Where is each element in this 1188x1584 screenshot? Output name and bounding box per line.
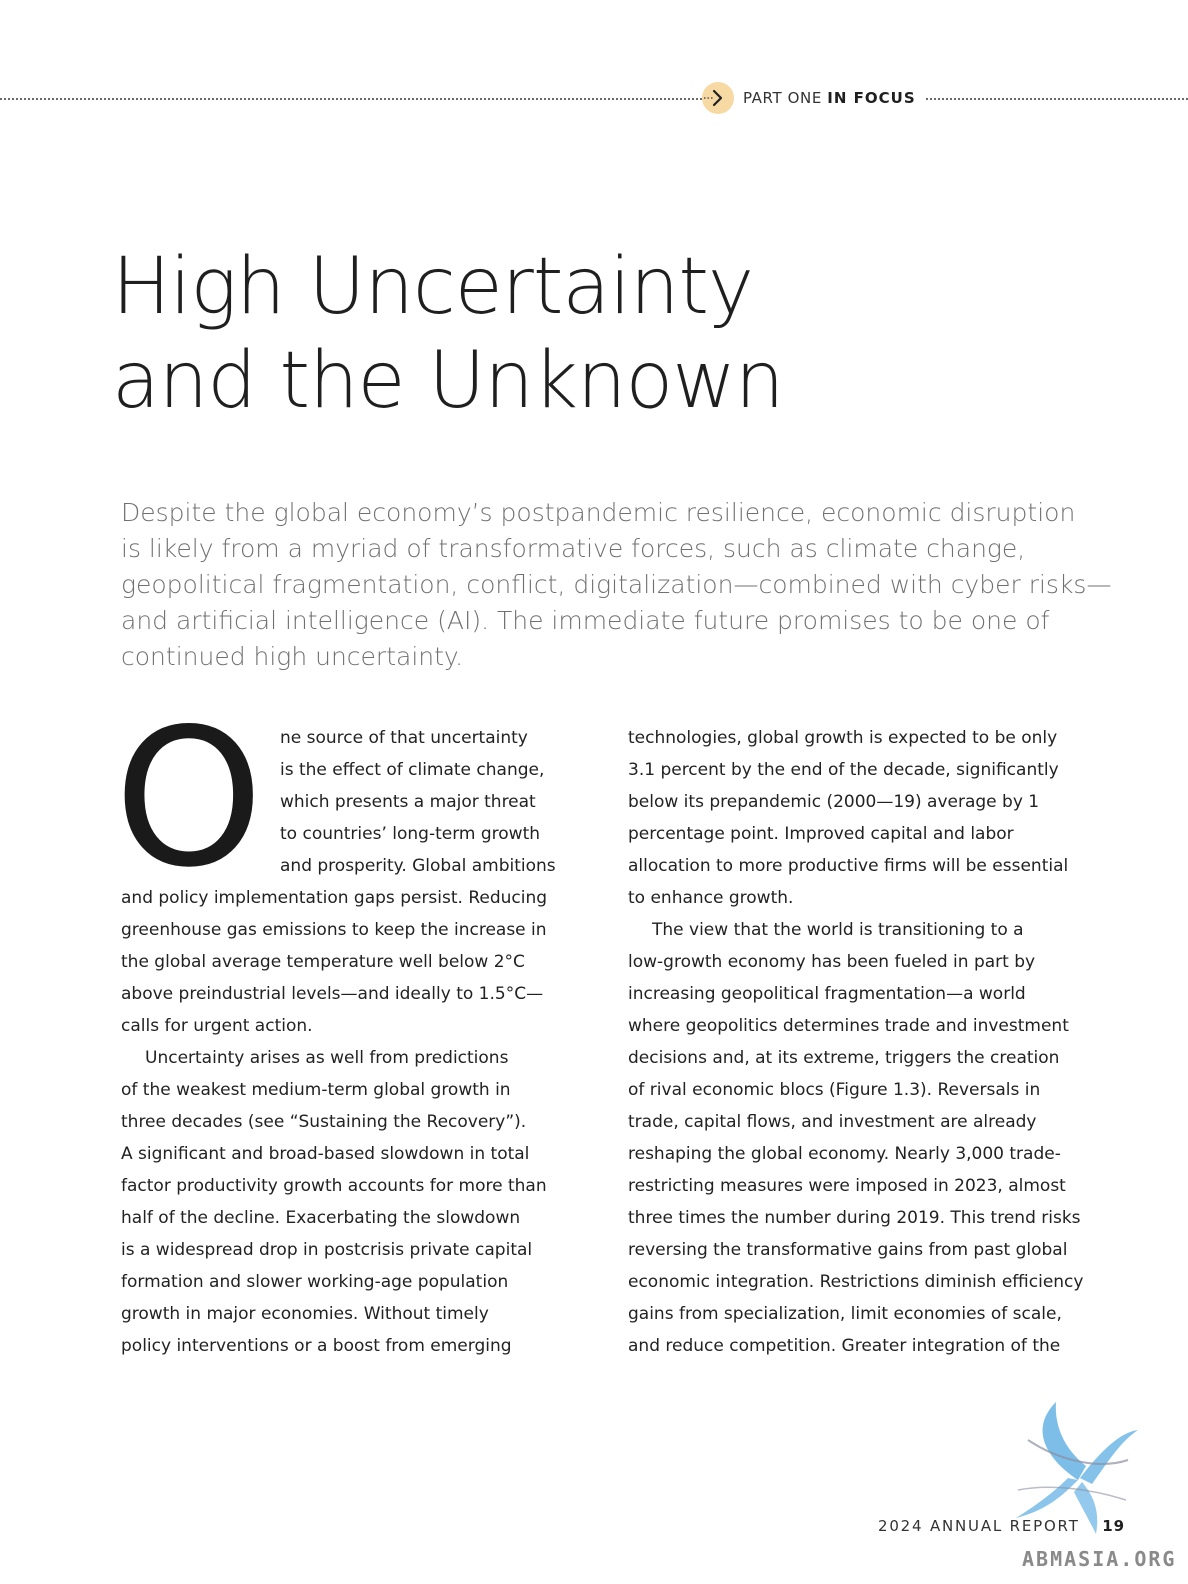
body-line: decisions and, at its extreme, triggers … (628, 1048, 1060, 1068)
body-line: the global average temperature well belo… (121, 952, 525, 972)
section-badge (702, 82, 734, 114)
body-line: restricting measures were imposed in 202… (628, 1176, 1066, 1196)
lede-line: geopolitical fragmentation, conflict, di… (121, 570, 1112, 599)
body-line: growth in major economies. Without timel… (121, 1304, 489, 1324)
body-line: 3.1 percent by the end of the decade, si… (628, 760, 1059, 780)
lede-line: and artificial intelligence (AI). The im… (121, 606, 1050, 635)
body-line: of the weakest medium-term global growth… (121, 1080, 511, 1100)
body-line: half of the decline. Exacerbating the sl… (121, 1208, 521, 1228)
body-line: and reduce competition. Greater integrat… (628, 1336, 1061, 1356)
body-line: increasing geopolitical fragmentation—a … (628, 984, 1026, 1004)
header-divider-right (926, 98, 1188, 100)
body-line: is the effect of climate change, (280, 760, 545, 780)
lede-line: Despite the global economy’s postpandemi… (121, 498, 1076, 527)
body-line: technologies, global growth is expected … (628, 728, 1058, 748)
body-line: ne source of that uncertainty (280, 728, 528, 748)
lede-line: is likely from a myriad of transformativ… (121, 534, 1026, 563)
chevron-right-icon (704, 89, 723, 107)
body-line: allocation to more productive firms will… (628, 856, 1069, 876)
body-line: low-growth economy has been fueled in pa… (628, 952, 1036, 972)
body-line: greenhouse gas emissions to keep the inc… (121, 920, 547, 940)
section-part: PART ONE (743, 89, 822, 107)
body-line: gains from specialization, limit economi… (628, 1304, 1062, 1324)
body-line: reversing the transformative gains from … (628, 1240, 1068, 1260)
body-line: trade, capital flows, and investment are… (628, 1112, 1037, 1132)
body-line: economic integration. Restrictions dimin… (628, 1272, 1084, 1292)
body-line: of rival economic blocs (Figure 1.3). Re… (628, 1080, 1041, 1100)
body-line: reshaping the global economy. Nearly 3,0… (628, 1144, 1061, 1164)
title-line: and the Unknown (112, 336, 784, 426)
body-line: formation and slower working-age populat… (121, 1272, 509, 1292)
body-line: Uncertainty arises as well from predicti… (145, 1048, 509, 1068)
body-line: factor productivity growth accounts for … (121, 1176, 547, 1196)
body-line: A significant and broad-based slowdown i… (121, 1144, 530, 1164)
page-number: 19 (1102, 1517, 1126, 1535)
body-line: policy interventions or a boost from eme… (121, 1336, 512, 1356)
body-column-left: O ne source of that uncertainty is the e… (114, 704, 591, 1362)
body-line: three decades (see “Sustaining the Recov… (121, 1112, 527, 1132)
bird-logo-icon (1016, 1402, 1138, 1534)
body-line: to countries’ long-term growth (280, 824, 541, 844)
page-footer: 2024 ANNUAL REPORT 19 (878, 1517, 1125, 1535)
body-line: below its prepandemic (2000—19) average … (628, 792, 1040, 812)
report-label: 2024 ANNUAL REPORT (878, 1517, 1080, 1535)
body-line: is a widespread drop in postcrisis priva… (121, 1240, 533, 1260)
body-line: The view that the world is transitioning… (652, 920, 1024, 940)
body-line: which presents a major threat (280, 792, 536, 812)
header-divider-left (0, 98, 702, 100)
body-line: three times the number during 2019. This… (628, 1208, 1081, 1228)
watermark-text: ABMASIA.ORG (1022, 1547, 1177, 1571)
body-line: where geopolitics determines trade and i… (628, 1016, 1069, 1036)
page-title: High Uncertainty and the Unknown (112, 240, 1072, 428)
section-label: PART ONE IN FOCUS (743, 89, 916, 107)
body-line: and policy implementation gaps persist. … (121, 888, 548, 908)
section-focus: IN FOCUS (827, 89, 916, 107)
body-line: to enhance growth. (628, 888, 794, 908)
body-line: percentage point. Improved capital and l… (628, 824, 1014, 844)
body-line: above preindustrial levels—and ideally t… (121, 984, 544, 1004)
body-line: and prosperity. Global ambitions (280, 856, 556, 876)
lede-paragraph: Despite the global economy’s postpandemi… (121, 495, 1112, 675)
lede-line: continued high uncertainty. (121, 642, 464, 671)
body-column-right: technologies, global growth is expected … (628, 722, 1098, 1362)
drop-cap: O (114, 688, 264, 909)
title-line: High Uncertainty (112, 242, 754, 332)
body-line: calls for urgent action. (121, 1016, 313, 1036)
